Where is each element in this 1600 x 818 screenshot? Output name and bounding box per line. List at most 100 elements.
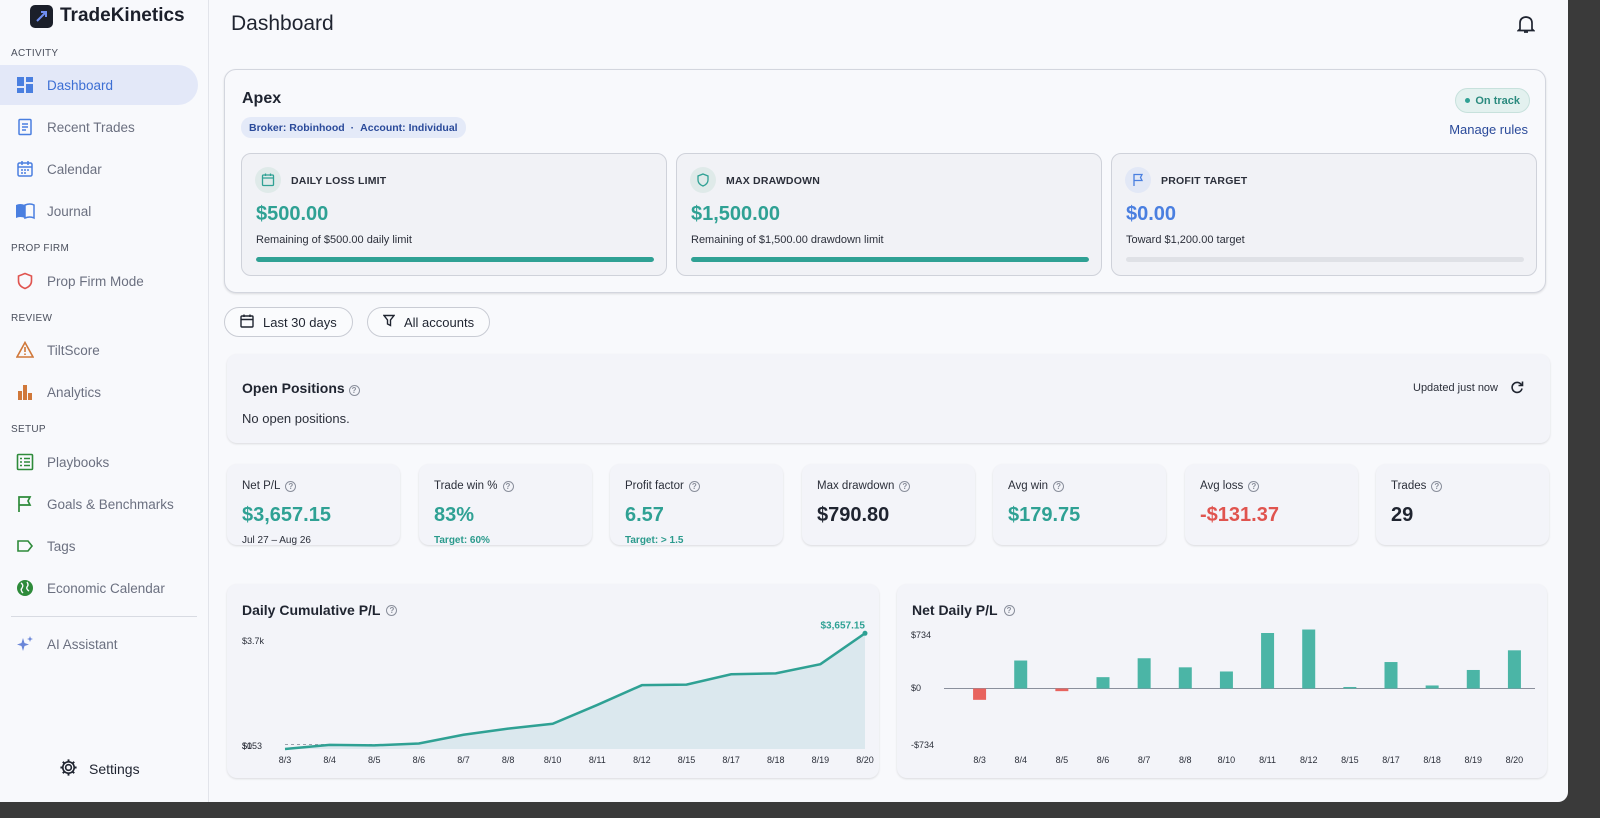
calendar-icon [240,314,254,331]
accounts-filter[interactable]: All accounts [367,307,491,337]
sidebar-item-economic-calendar[interactable]: Economic Calendar [0,568,198,608]
sidebar-item-label: Economic Calendar [47,580,165,596]
y-tick-label: $0 [911,683,921,693]
bar [1178,667,1192,689]
help-icon[interactable]: ? [1003,604,1015,616]
sidebar-item-analytics[interactable]: Analytics [0,372,198,412]
brand-name: TradeKinetics [60,5,185,26]
stat-sub: Target: > 1.5 [625,535,684,546]
limit-value: $0.00 [1126,203,1177,225]
help-icon[interactable]: ? [386,604,398,616]
chart-title-text: Daily Cumulative P/L [242,602,381,618]
bar [1261,633,1275,689]
chart-title: Daily Cumulative P/L? [242,602,398,618]
help-icon[interactable]: ? [348,385,360,396]
limit-sub: Remaining of $500.00 daily limit [256,234,412,246]
bar [1384,662,1398,689]
x-tick-label: 8/20 [856,755,874,765]
stat-card: Trades? 29 [1376,464,1549,545]
brand[interactable]: TradeKinetics [30,4,185,28]
sidebar-item-dashboard[interactable]: Dashboard [0,65,198,105]
stat-card: Avg win? $179.75 [993,464,1166,545]
stat-card: Profit factor? 6.57 Target: > 1.5 [610,464,783,546]
end-value-label: $3,657.15 [821,620,866,631]
net-daily-pl-chart: $734 $0 -$734 8/3 8/4 8/5 8/6 8/7 8/8 8/10 8/11 8/1… [911,629,1535,765]
sidebar-item-prop-firm-mode[interactable]: Prop Firm Mode [0,261,198,301]
help-icon[interactable]: ? [688,480,700,492]
x-tick-label: 8/15 [1341,755,1359,765]
x-tick-label: 8/10 [1218,755,1236,765]
x-tick-label: 8/19 [1465,755,1483,765]
max-drawdown-card: MAX DRAWDOWN $1,500.00 Remaining of $1,5… [676,153,1102,276]
stat-label: Trades? [1391,480,1443,492]
gear-icon [59,758,78,780]
logo-icon [30,4,53,28]
x-tick-label: 8/7 [457,755,470,765]
x-tick-label: 8/5 [1056,755,1069,765]
stat-card: Net P/L? $3,657.15 Jul 27 – Aug 26 [227,464,400,546]
help-icon[interactable]: ? [1053,480,1065,492]
main-content: Dashboard Apex Broker: Robinhood · Accou… [210,0,1568,802]
limit-value: $500.00 [256,203,329,225]
sidebar-item-label: Prop Firm Mode [47,273,144,289]
help-icon[interactable]: ? [502,480,514,492]
bar [1343,686,1357,689]
x-tick-label: 8/3 [973,755,986,765]
bar-chart-icon [15,382,35,402]
stat-card: Trade win %? 83% Target: 60% [419,464,592,546]
stat-label: Avg loss? [1200,480,1260,492]
refresh-button[interactable] [1510,380,1524,399]
limit-progress-bar [1126,257,1524,262]
stat-value: -$131.37 [1200,504,1279,526]
date-range-filter[interactable]: Last 30 days [224,307,353,337]
help-icon[interactable]: ? [899,480,911,492]
calendar-icon [15,159,35,179]
sidebar-item-tiltscore[interactable]: TiltScore [0,330,198,370]
date-range-label: Last 30 days [263,314,337,330]
stat-label: Max drawdown? [817,480,911,492]
help-icon[interactable]: ? [1431,480,1443,492]
end-point [862,630,868,636]
sidebar-item-ai-assistant[interactable]: AI Assistant [0,624,198,664]
profit-target-card: PROFIT TARGET $0.00 Toward $1,200.00 tar… [1111,153,1537,276]
stat-label-text: Trades [1391,480,1427,492]
stat-label: Avg win? [1008,480,1065,492]
stat-label-text: Profit factor [625,480,684,492]
limit-label: PROFIT TARGET [1161,175,1248,187]
list-icon [15,452,35,472]
x-tick-label: 8/18 [1423,755,1441,765]
y-tick-label: $153 [242,741,262,751]
stat-label: Profit factor? [625,480,700,492]
chart-title: Net Daily P/L? [912,602,1015,618]
x-tick-label: 8/12 [633,755,651,765]
sidebar-item-label: Tags [47,538,76,554]
sidebar-item-playbooks[interactable]: Playbooks [0,442,198,482]
sidebar-item-goals[interactable]: Goals & Benchmarks [0,484,198,524]
x-tick-label: 8/3 [279,755,292,765]
stat-value: $179.75 [1008,504,1081,526]
bar [1219,671,1233,689]
notifications-button[interactable] [1516,14,1536,39]
stat-value: $3,657.15 [242,504,331,526]
limit-label: MAX DRAWDOWN [726,175,820,187]
sidebar-item-calendar[interactable]: Calendar [0,149,198,189]
x-tick-label: 8/17 [722,755,740,765]
sidebar-item-tags[interactable]: Tags [0,526,198,566]
settings-button[interactable]: Settings [59,758,140,780]
y-tick-label: -$734 [911,740,934,750]
prop-firm-card: Apex Broker: Robinhood · Account: Indivi… [224,69,1546,293]
status-badge: On track [1455,88,1530,113]
x-tick-label: 8/8 [502,755,515,765]
sidebar-item-journal[interactable]: Journal [0,191,198,231]
stat-label-text: Net P/L [242,480,281,492]
help-icon[interactable]: ? [1248,480,1260,492]
account-chip: Broker: Robinhood · Account: Individual [241,117,466,138]
help-icon[interactable]: ? [285,480,297,492]
stat-label-text: Avg loss [1200,480,1244,492]
flag-icon [1125,167,1151,193]
series-line [284,632,866,751]
status-label: On track [1475,94,1520,107]
progress-fill [691,257,1089,262]
manage-rules-link[interactable]: Manage rules [1449,122,1528,137]
sidebar-item-recent-trades[interactable]: Recent Trades [0,107,198,147]
